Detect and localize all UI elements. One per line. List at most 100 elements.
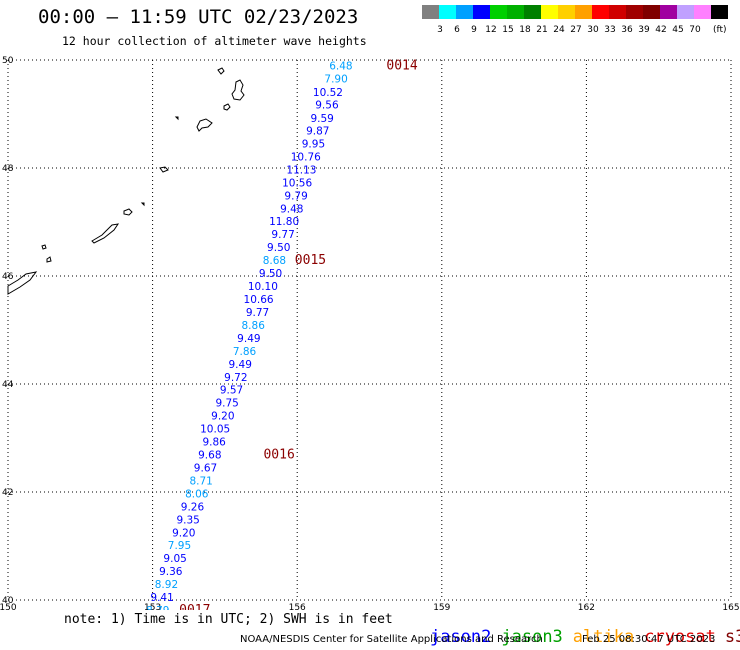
swh-value: 9.41 xyxy=(150,592,173,604)
color-swatch xyxy=(643,5,660,19)
swh-value: 9.75 xyxy=(215,398,238,410)
swh-value: 8.86 xyxy=(242,320,266,332)
island-11 xyxy=(46,256,52,263)
pass-label: 0014 xyxy=(386,59,417,74)
footer-timestamp: Feb 25 08:30:47 UTC 2023 xyxy=(582,634,716,645)
swh-value: 9.67 xyxy=(194,462,217,474)
colorbar-label: 3 xyxy=(437,25,443,35)
island-8 xyxy=(140,202,145,207)
color-scale-legend: 3 6 9 12 15 18 21 24 27 30 33 36 39 42 45 70 (ft) xyxy=(422,5,728,35)
colorbar-label: 39 xyxy=(638,25,650,35)
color-swatch xyxy=(524,5,541,19)
colorbar-label: 18 xyxy=(519,25,531,35)
swh-value: 9.26 xyxy=(181,501,205,513)
swh-value: 6.48 xyxy=(329,61,352,73)
color-swatch xyxy=(541,5,558,19)
swh-value: 9.59 xyxy=(310,113,333,125)
swh-value: 9.05 xyxy=(163,553,186,565)
color-swatch xyxy=(711,5,728,19)
swh-value: 7.95 xyxy=(168,540,191,552)
swh-value: 9.86 xyxy=(202,437,226,449)
swh-value: 7.90 xyxy=(324,74,347,86)
island-9 xyxy=(91,223,120,244)
color-swatch xyxy=(473,5,490,19)
coastline-islands xyxy=(7,67,245,295)
colorbar-label: 21 xyxy=(536,25,547,35)
pass-label: 0015 xyxy=(295,253,326,268)
satellite-jason2: jason2 xyxy=(429,627,492,647)
island-4 xyxy=(196,118,213,132)
color-swatch xyxy=(575,5,592,19)
lon-tick-label: 150 xyxy=(0,603,17,610)
pass-label: 0016 xyxy=(263,448,294,463)
lat-tick-label: 50 xyxy=(2,56,14,66)
satellite-altika: altika xyxy=(572,627,635,647)
footer-note: note: 1) Time is in UTC; 2) SWH is in fe… xyxy=(64,612,393,627)
swh-value: 9.50 xyxy=(259,268,282,280)
color-swatch xyxy=(422,5,439,19)
lat-tick-label: 48 xyxy=(2,164,14,174)
island-2 xyxy=(231,79,245,101)
swh-value: 9.35 xyxy=(176,514,199,526)
color-swatch xyxy=(592,5,609,19)
lat-tick-label: 46 xyxy=(2,272,14,282)
color-swatch xyxy=(490,5,507,19)
color-swatch xyxy=(626,5,643,19)
colorbar-unit: (ft) xyxy=(713,25,727,35)
lat-tick-label: 40 xyxy=(2,596,14,606)
satellite-s3a: s3a xyxy=(724,627,740,647)
lat-tick-label: 42 xyxy=(2,488,13,498)
colorbar-label: 30 xyxy=(587,25,599,35)
color-swatch xyxy=(660,5,677,19)
colorbar-label: 15 xyxy=(502,25,513,35)
swh-value: 9.77 xyxy=(246,307,269,319)
color-swatch xyxy=(558,5,575,19)
swh-value: 8.79 xyxy=(146,605,169,610)
colorbar-label: 9 xyxy=(471,25,477,35)
island-7 xyxy=(123,208,133,216)
swh-value: 11.13 xyxy=(286,164,316,176)
swh-value: 9.68 xyxy=(198,450,221,462)
colorbar-label: 24 xyxy=(553,25,565,35)
colorbar-label: 70 xyxy=(689,25,701,35)
island-10 xyxy=(41,244,47,250)
swh-value: 11.80 xyxy=(269,216,299,228)
swh-observations: 6.487.9010.529.569.599.879.9510.7611.131… xyxy=(146,61,353,610)
colorbar-label: 12 xyxy=(485,25,496,35)
swh-value: 9.72 xyxy=(224,372,247,384)
island-5 xyxy=(174,116,179,121)
swh-value: 9.87 xyxy=(306,126,329,138)
swh-value: 9.77 xyxy=(271,229,294,241)
swh-value: 9.49 xyxy=(237,333,260,345)
satellite-legend: jason2 jason3 altika cryosat s3a xyxy=(389,607,740,650)
swh-value: 10.76 xyxy=(291,151,321,163)
swh-value: 7.86 xyxy=(233,346,257,358)
color-swatch xyxy=(694,5,711,19)
lon-tick-label: 159 xyxy=(433,603,450,610)
color-swatch xyxy=(609,5,626,19)
lon-tick-label: 156 xyxy=(289,603,306,610)
colorbar-label: 27 xyxy=(570,25,581,35)
swh-value: 9.36 xyxy=(159,566,183,578)
swh-value: 9.20 xyxy=(172,527,195,539)
colorbar-label: 33 xyxy=(604,25,615,35)
page-subtitle: 12 hour collection of altimeter wave hei… xyxy=(62,34,367,48)
island-6 xyxy=(159,166,169,173)
swh-value: 10.56 xyxy=(282,177,312,189)
swh-value: 9.56 xyxy=(315,100,339,112)
island-1 xyxy=(217,67,225,75)
swh-value: 10.66 xyxy=(244,294,274,306)
color-swatch xyxy=(677,5,694,19)
swh-value: 8.71 xyxy=(189,475,212,487)
swh-value: 9.95 xyxy=(302,138,325,150)
swh-value: 9.49 xyxy=(229,359,252,371)
axis-tick-labels: 150 153 156 159 162 165 50 48 46 44 42 40 xyxy=(0,56,740,610)
swh-value: 10.52 xyxy=(313,87,343,99)
colorbar-label: 36 xyxy=(621,25,633,35)
footer-credit: NOAA/NESDIS Center for Satellite Applica… xyxy=(240,634,543,645)
color-swatch xyxy=(456,5,473,19)
swh-value: 10.10 xyxy=(248,281,278,293)
swh-value: 9.79 xyxy=(284,190,307,202)
